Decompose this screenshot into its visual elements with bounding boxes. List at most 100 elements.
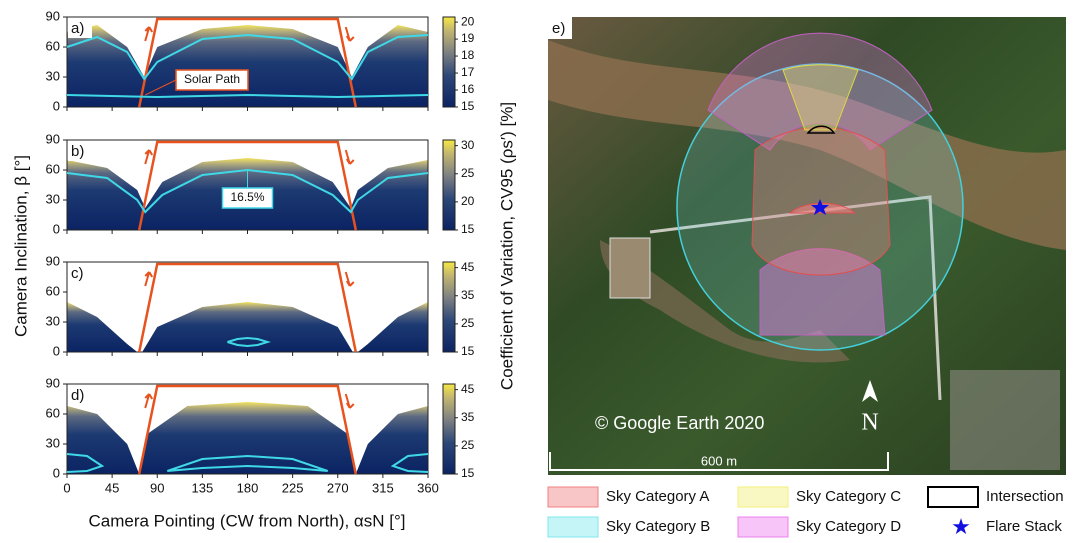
legend-swatch	[737, 486, 789, 508]
direction-arrow	[344, 393, 355, 409]
panel: 0 30 60 90 b) 16.5% 15 20 25 30	[46, 131, 475, 236]
flare-stack	[811, 199, 829, 215]
solar-path	[137, 140, 358, 231]
x-tick-label: 135	[192, 480, 214, 495]
y-tick-label: 90	[46, 375, 60, 390]
panel-label: d)	[71, 387, 84, 404]
colorbar-tick-label: 17	[461, 65, 475, 79]
colorbar-tick-label: 30	[461, 138, 475, 152]
sky-category-c	[782, 64, 859, 131]
annotation: 16.5%	[230, 190, 264, 204]
legend: Sky Category A Sky Category C Intersection…	[547, 486, 1064, 539]
legend-label: Sky Category C	[796, 488, 901, 505]
colorbar-tick-label: 16	[461, 82, 475, 96]
colorbar-tick-label: 18	[461, 48, 475, 62]
river	[548, 40, 1066, 250]
north-arrow	[862, 380, 878, 402]
legend-label: Sky Category B	[606, 518, 710, 535]
colorbar-tick-label: 15	[461, 99, 475, 113]
y-tick-label: 0	[53, 465, 60, 480]
colorbar	[442, 383, 456, 475]
contour-line	[66, 33, 429, 81]
colorbar-tick-label: 20	[461, 194, 475, 208]
direction-arrow	[344, 149, 355, 165]
colorbar	[442, 139, 456, 231]
panel-label: a)	[71, 20, 84, 37]
colorbar-tick-label: 25	[461, 438, 475, 452]
contour-line	[390, 453, 429, 473]
road	[649, 195, 942, 401]
heatmap	[67, 25, 428, 107]
intersection	[806, 125, 836, 134]
x-tick-label: 90	[150, 480, 164, 495]
annotation: Solar Path	[184, 72, 240, 86]
colorbar-tick-label: 20	[461, 14, 475, 28]
solar-path	[137, 17, 358, 108]
colorbar-tick-label: 25	[461, 166, 475, 180]
y-tick-label: 30	[46, 68, 60, 83]
y-tick-label: 90	[46, 131, 60, 146]
annotation-box	[221, 187, 274, 209]
y-tick-label: 30	[46, 435, 60, 450]
y-tick-label: 0	[53, 98, 60, 113]
colorbar	[442, 16, 456, 108]
x-tick-label: 180	[237, 480, 259, 495]
x-tick-label: 45	[105, 480, 119, 495]
x-axis-label: Camera Pointing (CW from North), αsN [°]	[88, 511, 405, 530]
y-tick-label: 30	[46, 313, 60, 328]
panel-label-box	[68, 141, 92, 161]
y-tick-label: 0	[53, 343, 60, 358]
colorbar-tick-label: 15	[461, 344, 475, 358]
y-tick-label: 30	[46, 191, 60, 206]
x-tick-label: 315	[372, 480, 394, 495]
x-tick-label: 270	[327, 480, 349, 495]
panel-label: b)	[71, 143, 84, 160]
direction-arrow	[144, 393, 154, 409]
colorbar-tick-label: 45	[461, 260, 475, 274]
north-label: N	[861, 410, 878, 436]
x-tick-label: 360	[417, 480, 439, 495]
x-tick-label: 225	[282, 480, 304, 495]
map-panel: e) © Google Earth 2020 600 m N	[548, 17, 1066, 475]
direction-arrow	[344, 271, 355, 287]
y-tick-label: 60	[46, 38, 60, 53]
credit: © Google Earth 2020	[595, 413, 764, 433]
panel-label: e)	[552, 20, 565, 37]
legend-label: Intersection	[986, 488, 1064, 505]
annotation-box	[175, 69, 249, 91]
panel: 0 30 60 90 a) Solar Path 15 16 17 18 19 20	[46, 8, 475, 113]
panel-label-box	[68, 263, 92, 283]
direction-arrow	[144, 149, 154, 165]
sky-category-d-north	[707, 32, 933, 151]
colorbar	[442, 261, 456, 353]
colorbar-tick-label: 35	[461, 410, 475, 424]
sky-category-a	[751, 127, 891, 276]
town	[950, 370, 1060, 470]
legend-swatch	[547, 516, 599, 538]
solar-path	[137, 384, 358, 475]
colorbar-tick-label: 45	[461, 382, 475, 396]
legend-label: Sky Category D	[796, 518, 901, 535]
contour-line	[66, 453, 105, 473]
heatmap	[67, 302, 428, 352]
panel: 0 30 60 90 c) 15 25 35 45	[46, 253, 475, 358]
colorbar-tick-label: 25	[461, 316, 475, 330]
y-tick-label: 90	[46, 253, 60, 268]
colorbar-label: Coefficient of Variation, CV95 (ρs′) [%]	[497, 102, 516, 390]
y-tick-label: 60	[46, 161, 60, 176]
panel-label: c)	[71, 265, 84, 282]
direction-arrow	[344, 26, 355, 42]
contour-line	[227, 336, 272, 348]
panel-label-box	[68, 385, 92, 405]
panel: 0 30 60 90 0 45 90 135 180 225 270 315 360 d) 15 25 35 45	[46, 375, 475, 495]
heatmap	[67, 402, 428, 474]
legend-swatch	[737, 516, 789, 538]
colorbar-tick-label: 19	[461, 31, 475, 45]
direction-arrow	[144, 271, 154, 287]
legend-label: Flare Stack	[986, 518, 1062, 535]
contour-line	[166, 454, 329, 472]
y-axis-label: Camera Inclination, β [°]	[11, 155, 30, 337]
legend-label: Sky Category A	[606, 488, 709, 505]
scale-label: 600 m	[701, 453, 737, 468]
